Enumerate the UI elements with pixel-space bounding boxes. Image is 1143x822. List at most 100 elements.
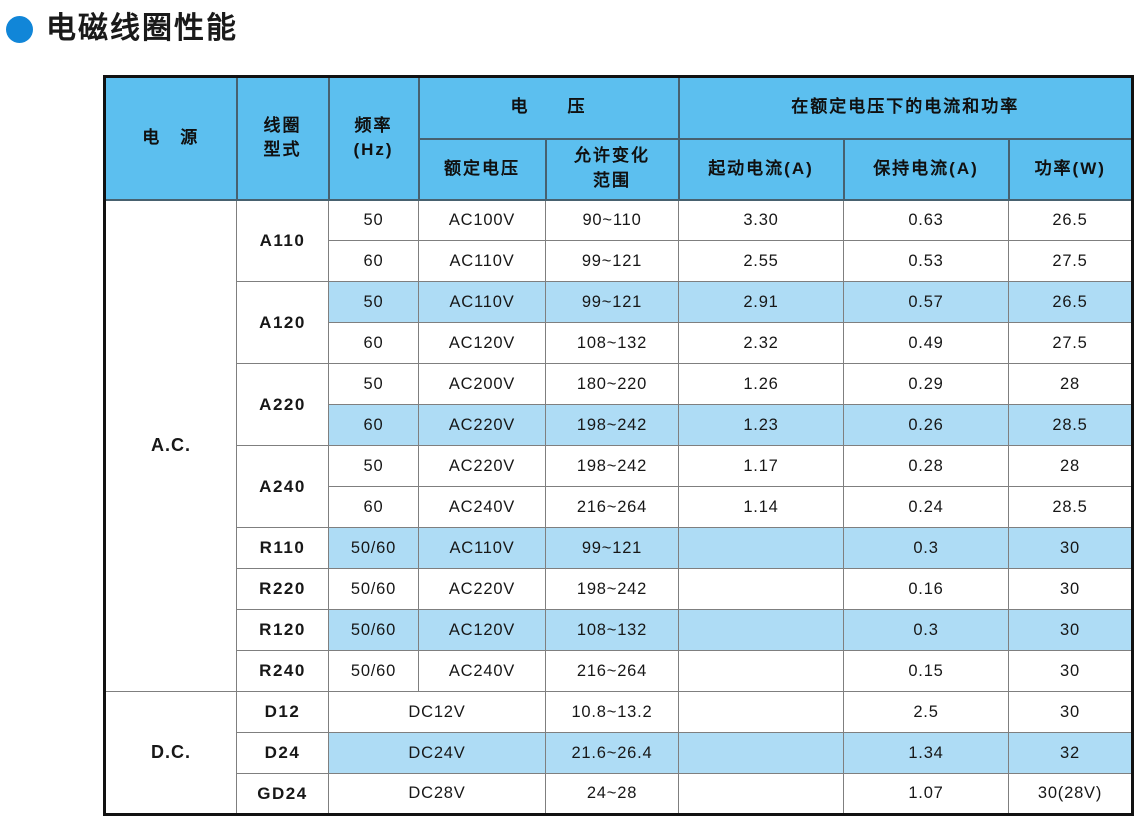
inrush-current-cell xyxy=(678,773,844,815)
voltage-range-cell: 108~132 xyxy=(545,322,679,364)
frequency-cell: 60 xyxy=(328,240,419,282)
inrush-current-cell xyxy=(678,609,844,651)
holding-current-cell: 0.24 xyxy=(843,486,1009,528)
voltage-range-cell: 216~264 xyxy=(545,650,679,692)
inrush-current-cell: 1.17 xyxy=(678,445,844,487)
rated-voltage-cell: AC100V xyxy=(418,199,546,241)
dc-voltage-cell: DC24V xyxy=(328,732,546,774)
rated-voltage-cell: AC120V xyxy=(418,322,546,364)
rated-voltage-cell: AC240V xyxy=(418,486,546,528)
holding-current-cell: 1.07 xyxy=(843,773,1009,815)
rated-voltage-cell: AC240V xyxy=(418,650,546,692)
rated-voltage-cell: AC110V xyxy=(418,240,546,282)
header-power-source: 电 源 xyxy=(103,75,238,201)
frequency-cell: 50/60 xyxy=(328,568,419,610)
holding-current-cell: 0.28 xyxy=(843,445,1009,487)
frequency-cell: 50 xyxy=(328,363,419,405)
inrush-current-cell: 2.91 xyxy=(678,281,844,323)
rated-voltage-cell: AC120V xyxy=(418,609,546,651)
table-row: R120 50/60 AC120V 108~132 0.3 30 xyxy=(105,609,1134,651)
voltage-range-cell: 90~110 xyxy=(545,199,679,241)
rated-voltage-cell: AC110V xyxy=(418,281,546,323)
table-row: A220 50 AC200V 180~220 1.26 0.29 28 xyxy=(105,363,1134,446)
section-title-row: 电磁线圈性能 xyxy=(6,14,238,44)
coil-type-cell: D12 xyxy=(236,691,329,733)
table-row: GD24 DC28V 24~28 1.07 30(28V) xyxy=(105,773,1134,815)
header-voltage-group: 电 压 xyxy=(417,75,680,140)
power-cell: 30 xyxy=(1007,568,1134,610)
voltage-range-cell: 99~121 xyxy=(545,527,679,569)
rated-voltage-cell: AC220V xyxy=(418,404,546,446)
header-inrush-current: 起动电流(A) xyxy=(677,137,845,201)
coil-type-cell: R120 xyxy=(236,609,329,651)
holding-current-cell: 0.63 xyxy=(843,199,1009,241)
table-row: A120 50 AC110V 99~121 2.91 0.57 26.5 xyxy=(105,281,1134,364)
power-cell: 30 xyxy=(1007,609,1134,651)
power-cell: 28.5 xyxy=(1007,404,1134,446)
table-row: R220 50/60 AC220V 198~242 0.16 30 xyxy=(105,568,1134,610)
coil-performance-table: 电 源 线圈 型式 频率 (Hz) 电 压 在额定电压下的电流和功率 额定电压 … xyxy=(103,75,1135,816)
dc-voltage-cell: DC28V xyxy=(328,773,546,815)
frequency-cell: 50/60 xyxy=(328,609,419,651)
frequency-cell: 50/60 xyxy=(328,527,419,569)
coil-type-cell: A240 xyxy=(236,445,329,528)
voltage-range-cell: 108~132 xyxy=(545,609,679,651)
inrush-current-cell: 2.55 xyxy=(678,240,844,282)
voltage-range-cell: 99~121 xyxy=(545,240,679,282)
power-source-cell: D.C. xyxy=(104,691,237,815)
rated-voltage-cell: AC200V xyxy=(418,363,546,405)
voltage-range-cell: 198~242 xyxy=(545,568,679,610)
voltage-range-cell: 24~28 xyxy=(545,773,679,815)
holding-current-cell: 0.15 xyxy=(843,650,1009,692)
inrush-current-cell xyxy=(678,732,844,774)
voltage-range-cell: 198~242 xyxy=(545,404,679,446)
power-cell: 30(28V) xyxy=(1007,773,1134,815)
holding-current-cell: 0.53 xyxy=(843,240,1009,282)
coil-type-cell: D24 xyxy=(236,732,329,774)
table-row: A240 50 AC220V 198~242 1.17 0.28 28 xyxy=(105,445,1134,528)
frequency-cell: 50/60 xyxy=(328,650,419,692)
frequency-cell: 50 xyxy=(328,281,419,323)
inrush-current-cell xyxy=(678,691,844,733)
frequency-cell: 60 xyxy=(328,486,419,528)
voltage-range-cell: 99~121 xyxy=(545,281,679,323)
inrush-current-cell xyxy=(678,650,844,692)
table-row: 60 AC110V 99~121 2.55 0.53 27.5 xyxy=(105,240,1134,282)
voltage-range-cell: 21.6~26.4 xyxy=(545,732,679,774)
table-row: 60 AC220V 198~242 1.23 0.26 28.5 xyxy=(105,404,1134,446)
header-current-power-group: 在额定电压下的电流和功率 xyxy=(677,75,1134,140)
table-row: A.C. A110 50 AC100V 90~110 3.30 0.63 26.… xyxy=(104,199,1134,692)
power-cell: 26.5 xyxy=(1007,199,1134,241)
holding-current-cell: 0.3 xyxy=(843,609,1009,651)
header-rated-voltage: 额定电压 xyxy=(417,137,547,201)
page-title: 电磁线圈性能 xyxy=(46,12,238,45)
header-coil-type: 线圈 型式 xyxy=(235,75,330,201)
holding-current-cell: 0.57 xyxy=(843,281,1009,323)
inrush-current-cell xyxy=(678,568,844,610)
voltage-range-cell: 216~264 xyxy=(545,486,679,528)
power-cell: 27.5 xyxy=(1007,322,1134,364)
power-source-cell: A.C. xyxy=(104,199,237,692)
power-cell: 27.5 xyxy=(1007,240,1134,282)
holding-current-cell: 0.16 xyxy=(843,568,1009,610)
power-cell: 26.5 xyxy=(1007,281,1134,323)
coil-type-cell: R220 xyxy=(236,568,329,610)
holding-current-cell: 1.34 xyxy=(843,732,1009,774)
bullet-icon xyxy=(6,15,33,43)
frequency-cell: 60 xyxy=(328,322,419,364)
coil-type-cell: R110 xyxy=(236,527,329,569)
power-cell: 32 xyxy=(1007,732,1134,774)
header-holding-current: 保持电流(A) xyxy=(842,137,1010,201)
frequency-cell: 60 xyxy=(328,404,419,446)
frequency-cell: 50 xyxy=(328,445,419,487)
inrush-current-cell: 2.32 xyxy=(678,322,844,364)
power-cell: 30 xyxy=(1007,650,1134,692)
coil-type-cell: R240 xyxy=(236,650,329,692)
voltage-range-cell: 198~242 xyxy=(545,445,679,487)
inrush-current-cell xyxy=(678,527,844,569)
header-power-w: 功率(W) xyxy=(1007,137,1134,201)
inrush-current-cell: 1.23 xyxy=(678,404,844,446)
power-cell: 30 xyxy=(1007,691,1134,733)
holding-current-cell: 2.5 xyxy=(843,691,1009,733)
holding-current-cell: 0.3 xyxy=(843,527,1009,569)
